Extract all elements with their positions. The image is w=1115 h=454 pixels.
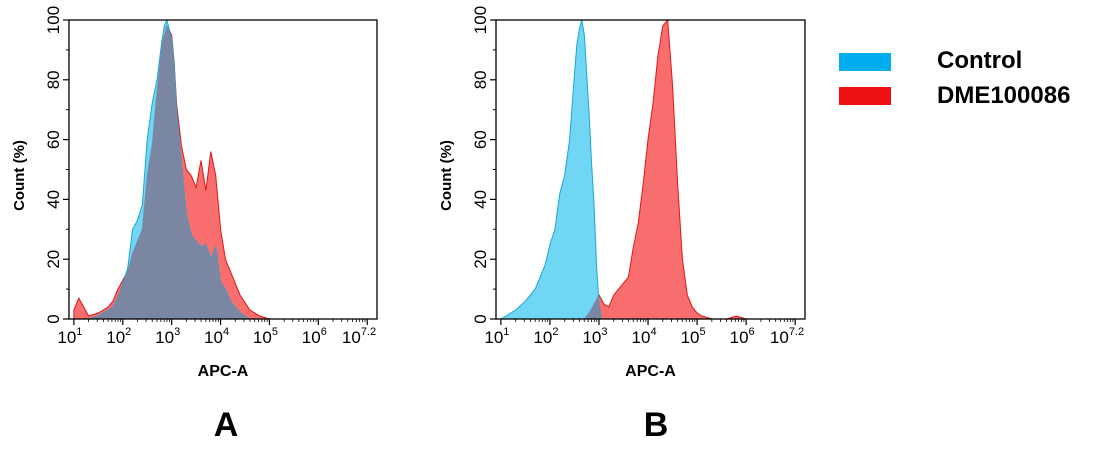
series-control-area xyxy=(499,19,603,320)
x-tick-label: 107.2 xyxy=(342,326,376,347)
legend-label-dme100086: DME100086 xyxy=(937,82,1070,109)
y-tick-label: 20 xyxy=(471,250,490,269)
y-tick-label: 80 xyxy=(44,70,63,89)
x-tick-label: 105 xyxy=(253,326,278,347)
legend: Control DME100086 xyxy=(839,47,1070,109)
y-tick-label: 40 xyxy=(471,190,490,209)
panel-a-label: A xyxy=(214,406,239,444)
y-tick-label: 0 xyxy=(471,314,490,323)
legend-label-control: Control xyxy=(937,47,1022,74)
y-tick-label: 60 xyxy=(44,130,63,149)
legend-swatch-control xyxy=(839,53,891,71)
y-axis-label: Count (%) xyxy=(11,140,28,211)
y-tick-label: 80 xyxy=(471,70,490,89)
x-tick-label: 106 xyxy=(730,326,755,347)
x-tick-label: 101 xyxy=(57,326,82,347)
y-axis-label: Count (%) xyxy=(438,140,455,211)
y-tick-label: 0 xyxy=(44,314,63,323)
y-tick-label: 100 xyxy=(44,6,63,34)
x-tick-label: 102 xyxy=(106,326,131,347)
panel-b-label: B xyxy=(644,406,669,444)
panel-b-chart: 0 20 40 60 80 100 101 102 103 104 105 106 107.2 APC-A… xyxy=(438,6,806,380)
x-axis-label: APC-A xyxy=(625,363,676,380)
legend-swatch-dme100086 xyxy=(839,87,891,105)
x-tick-label: 107.2 xyxy=(770,326,804,347)
y-tick-label: 40 xyxy=(44,190,63,209)
x-tick-label: 101 xyxy=(484,326,509,347)
series-overlap-area xyxy=(73,26,260,319)
x-axis-label: APC-A xyxy=(198,363,249,380)
x-tick-label: 106 xyxy=(302,326,327,347)
y-tick-label: 100 xyxy=(471,6,490,34)
y-tick-label: 20 xyxy=(44,250,63,269)
x-tick-label: 105 xyxy=(681,326,706,347)
series-dme100086-area xyxy=(583,18,756,320)
x-tick-label: 104 xyxy=(204,326,229,347)
x-tick-label: 104 xyxy=(632,326,657,347)
x-tick-label: 102 xyxy=(533,326,558,347)
panel-a-chart: 0 20 40 60 80 100 101 102 103 104 105 106 107.2 APC-A… xyxy=(11,6,378,380)
y-tick-label: 60 xyxy=(471,130,490,149)
x-tick-label: 103 xyxy=(155,326,180,347)
x-tick-label: 103 xyxy=(582,326,607,347)
